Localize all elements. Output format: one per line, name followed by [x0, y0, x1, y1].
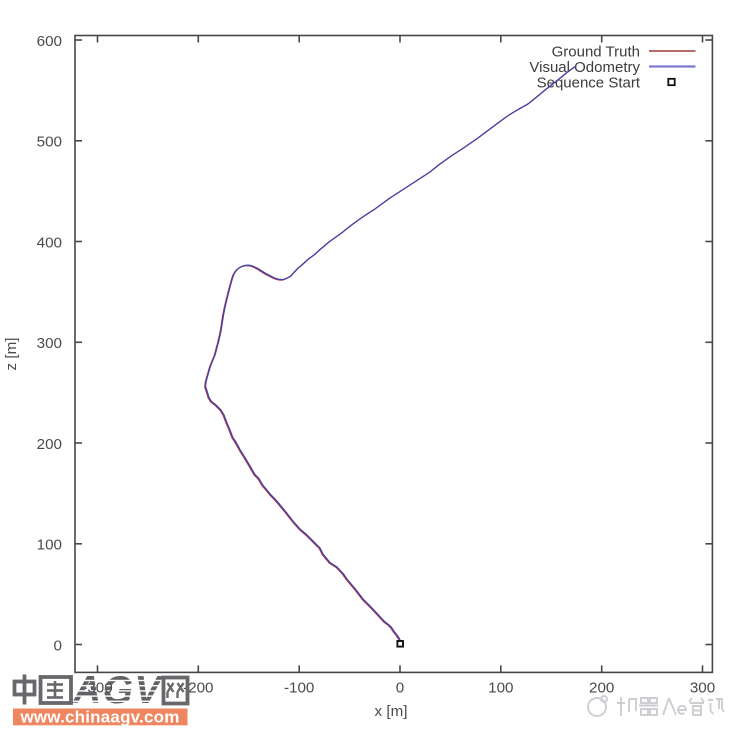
svg-text:0: 0	[54, 637, 62, 654]
svg-text:-300: -300	[82, 680, 112, 697]
svg-text:400: 400	[37, 234, 62, 251]
svg-text:300: 300	[690, 680, 715, 697]
svg-text:www.chinaagv.com: www.chinaagv.com	[19, 708, 179, 727]
svg-text:-200: -200	[183, 680, 213, 697]
svg-text:200: 200	[37, 436, 62, 453]
svg-text:200: 200	[589, 680, 614, 697]
svg-text:z [m]: z [m]	[3, 338, 20, 371]
svg-text:Sequence Start: Sequence Start	[537, 75, 641, 92]
svg-text:x [m]: x [m]	[375, 703, 408, 720]
svg-text:600: 600	[37, 33, 62, 50]
svg-text:100: 100	[488, 680, 513, 697]
svg-text:Visual Odometry: Visual Odometry	[529, 59, 640, 76]
svg-text:500: 500	[37, 134, 62, 151]
svg-text:300: 300	[37, 335, 62, 352]
svg-text:100: 100	[37, 537, 62, 554]
svg-text:-100: -100	[284, 680, 314, 697]
svg-text:AGV: AGV	[72, 669, 164, 712]
svg-text:Ground Truth: Ground Truth	[552, 44, 640, 61]
svg-text:0: 0	[396, 680, 404, 697]
